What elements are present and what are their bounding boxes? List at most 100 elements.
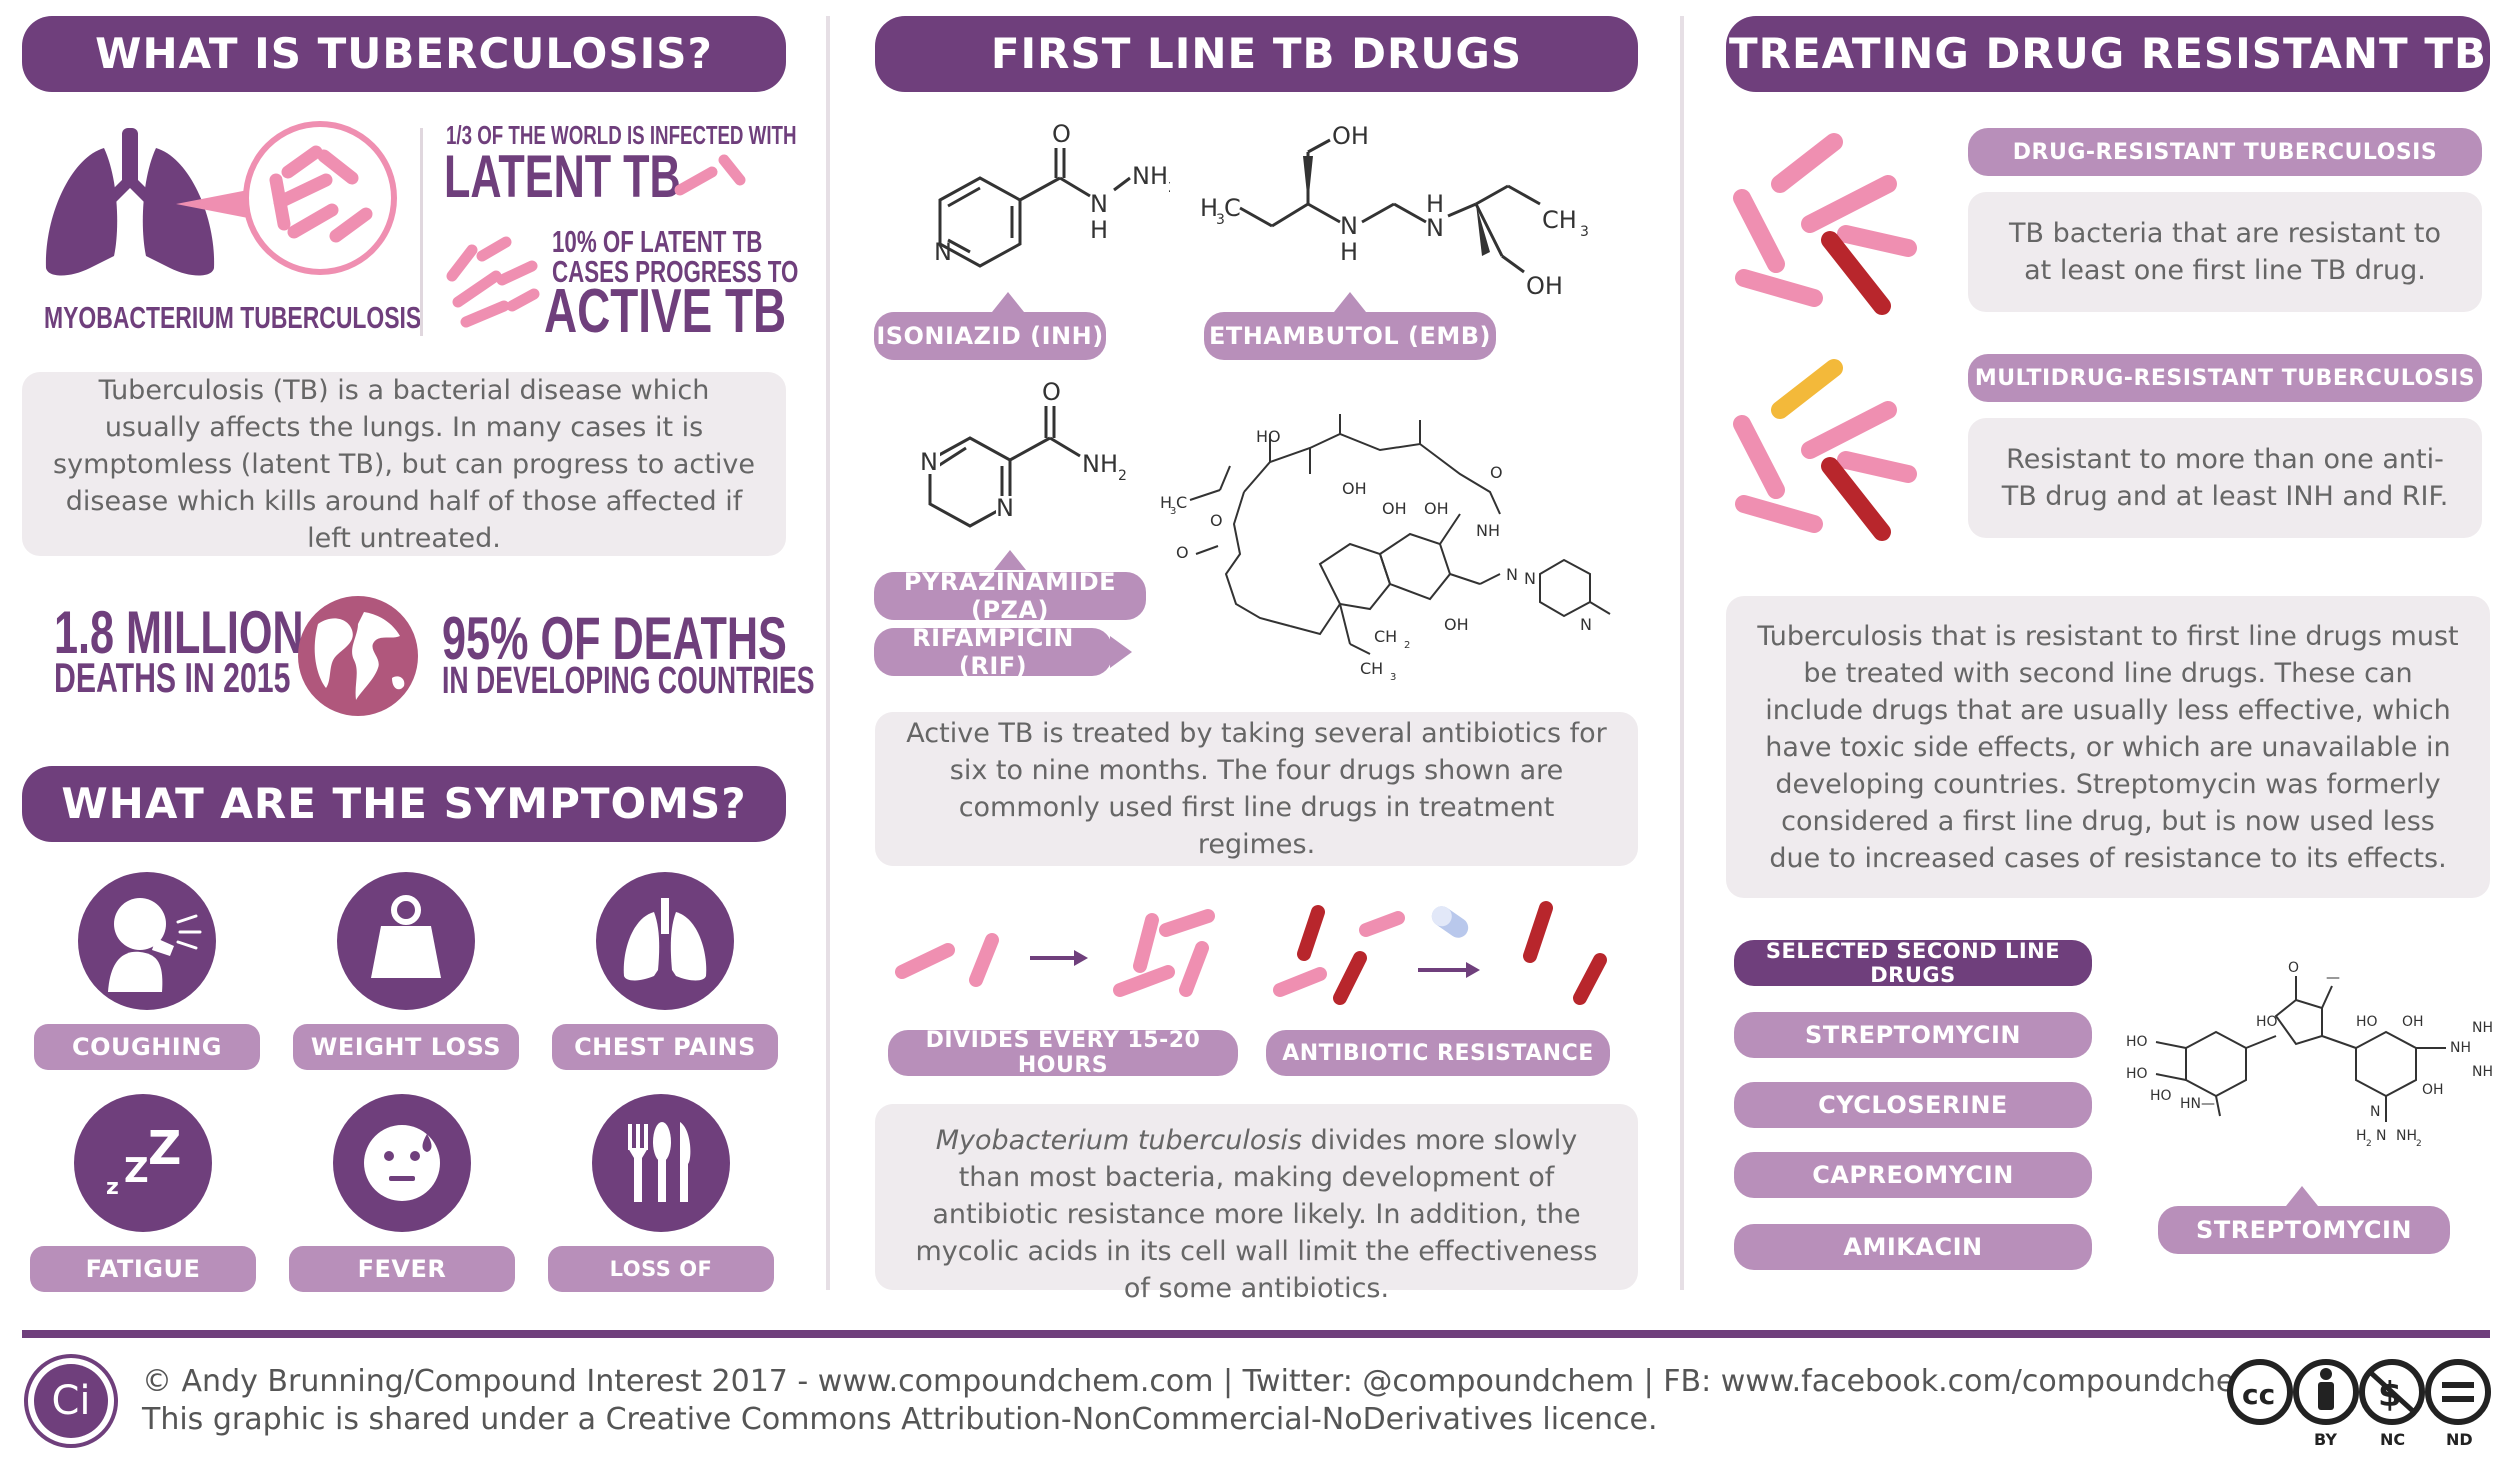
second-line-streptomycin: STREPTOMYCIN [1734,1012,2092,1058]
svg-text:N: N [920,448,938,476]
svg-text:OH: OH [1332,122,1369,150]
svg-text:NH: NH [2396,1128,2417,1144]
svg-text:Z: Z [124,1151,149,1191]
svg-text:OH: OH [1342,479,1367,498]
svg-text:3: 3 [1580,224,1589,240]
svg-text:OH: OH [1424,499,1449,518]
tb-description-box: Tuberculosis (TB) is a bacterial disease… [22,372,786,556]
symptom-weight-loss-label: WEIGHT LOSS [293,1024,519,1070]
mdr-tb-text-box: Resistant to more than one anti-TB drug … [1968,418,2482,538]
active-small-text-2: CASES PROGRESS TO [552,254,799,289]
svg-text:CH: CH [1360,659,1383,678]
svg-text:O: O [1042,378,1061,406]
second-line-description-box: Tuberculosis that is resistant to first … [1726,596,2490,898]
svg-text:N: N [2376,1128,2386,1144]
active-small-text-1: 10% OF LATENT TB [552,224,763,259]
mdr-tb-title: MULTIDRUG-RESISTANT TUBERCULOSIS [1968,354,2482,402]
svg-text:H: H [1200,194,1218,222]
svg-text:3: 3 [1170,506,1176,517]
svg-text:OH: OH [2402,1014,2424,1030]
svg-text:CH: CH [1374,627,1397,646]
second-line-amikacin: AMIKACIN [1734,1224,2092,1270]
developing-big-text: 95% OF DEATHS [442,605,787,672]
symptom-fever-label: FEVER [289,1246,515,1292]
multidrug-resistant-bacteria-icon [1733,359,1917,541]
deaths-big-text: 1.8 MILLION [54,599,304,666]
svg-text:OH: OH [2422,1082,2444,1098]
svg-text:Z: Z [148,1121,181,1175]
svg-text:HO: HO [2126,1034,2148,1050]
drug-resistant-bacteria-icon [1733,133,1917,315]
pyrazinamide-pointer [994,550,1026,570]
svg-text:NH: NH [1476,521,1500,540]
svg-text:3: 3 [1390,672,1396,683]
drug-isoniazid-label: ISONIAZID (INH) [874,312,1106,360]
cutlery-icon [592,1094,730,1232]
svg-text:H: H [1340,238,1358,266]
compound-interest-logo: Ci [24,1354,118,1448]
fever-icon [333,1094,471,1232]
developing-small-text: IN DEVELOPING COUNTRIES [442,660,815,702]
header-treating-resistant: TREATING DRUG RESISTANT TB [1726,16,2490,92]
svg-text:—: — [2326,970,2340,986]
svg-text:H: H [2356,1128,2367,1144]
footer-rule [22,1330,2490,1338]
bacteria-magnified-icon [176,121,397,275]
svg-text:HO: HO [2256,1014,2278,1030]
svg-text:NH: NH [1082,450,1118,478]
svg-text:N: N [1506,565,1518,584]
bacteria-label: MYOBACTERIUM TUBERCULOSIS [44,300,422,335]
svg-text:HN—: HN— [2180,1096,2215,1112]
svg-text:N: N [1580,615,1592,634]
deaths-small-text: DEATHS IN 2015 [54,654,291,701]
antibiotic-resistance-label: ANTIBIOTIC RESISTANCE [1266,1030,1610,1076]
svg-text:N: N [1524,569,1536,588]
ethambutol-pointer [1334,292,1366,312]
svg-text:N: N [934,238,952,266]
svg-text:O: O [1052,120,1071,148]
header-what-is-tb: WHAT IS TUBERCULOSIS? [22,16,786,92]
drug-rifampicin-label: RIFAMPICIN (RIF) [874,624,1112,680]
svg-text:z: z [106,1175,119,1200]
weight-icon [337,872,475,1010]
header-symptoms: WHAT ARE THE SYMPTOMS? [22,766,786,842]
svg-text:H: H [1160,493,1172,512]
svg-text:OH: OH [1382,499,1407,518]
drug-ethambutol-label: ETHAMBUTOL (EMB) [1204,312,1496,360]
symptom-chest-pains-label: CHEST PAINS [552,1024,778,1070]
symptom-coughing-label: COUGHING [34,1024,260,1070]
svg-text:N: N [1426,214,1444,242]
divider-stat [420,128,423,336]
svg-text:OH: OH [1526,272,1563,300]
streptomycin-structure-label: STREPTOMYCIN [2158,1206,2450,1254]
symptom-fatigue-label: FATIGUE [30,1246,256,1292]
svg-text:H: H [1090,216,1108,244]
symptom-appetite-label: LOSS OF APPETITE [548,1246,774,1327]
bacterium-icon [674,154,746,196]
svg-text:C: C [1224,194,1241,222]
svg-text:2: 2 [2416,1139,2422,1146]
svg-text:HO: HO [1256,427,1281,446]
dr-tb-text-box: TB bacteria that are resistant to at lea… [1968,192,2482,312]
svg-text:2: 2 [1118,468,1127,484]
svg-text:N: N [1340,212,1358,240]
note-text: divides more slowly than most bacteria, … [915,1125,1598,1304]
svg-text:H: H [1426,190,1444,218]
dr-tb-title: DRUG-RESISTANT TUBERCULOSIS [1968,128,2482,176]
svg-text:O: O [1210,511,1223,530]
lungs-icon [45,128,215,276]
svg-text:HO: HO [2356,1014,2378,1030]
svg-text:HO: HO [2150,1088,2172,1104]
header-first-line-drugs: FIRST LINE TB DRUGS [875,16,1638,92]
svg-text:NH: NH [2472,1020,2493,1036]
svg-text:NH: NH [2450,1040,2471,1056]
note-italic-name: Myobacterium tuberculosis [935,1125,1302,1156]
svg-text:CH: CH [1542,206,1577,234]
second-line-title: SELECTED SECOND LINE DRUGS [1734,939,2092,987]
svg-text:NH: NH [1132,162,1168,190]
footer-credit: © Andy Brunning/Compound Interest 2017 -… [142,1364,2264,1399]
creative-commons-badge: cc $ [2227,1359,2491,1425]
footer-licence: This graphic is shared under a Creative … [142,1402,1658,1437]
